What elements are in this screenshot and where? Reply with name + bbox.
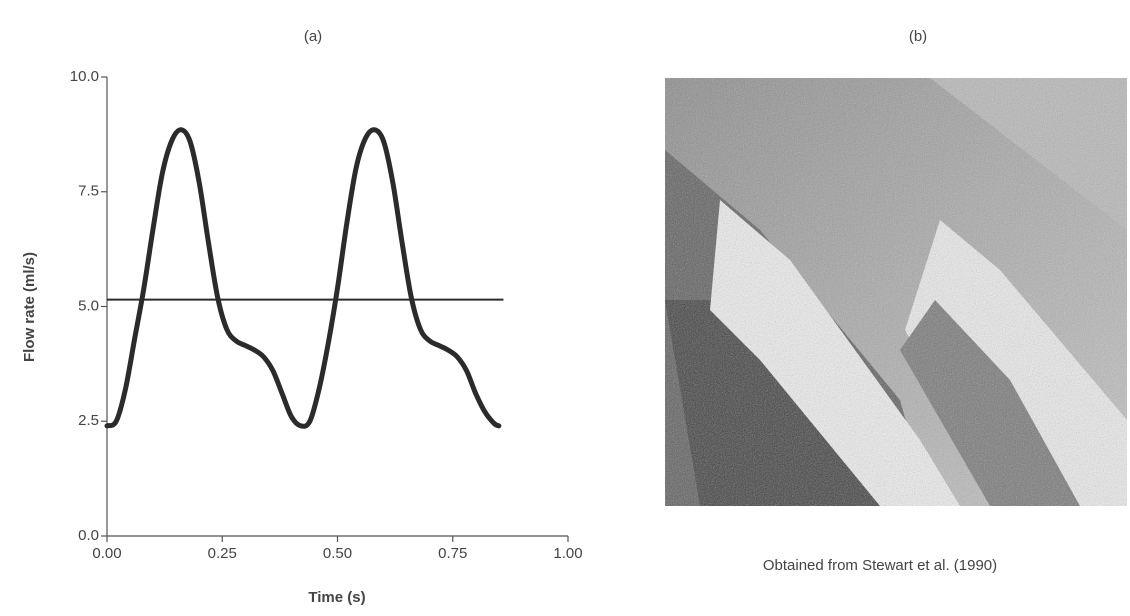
panel-b-caption: Obtained from Stewart et al. (1990) <box>763 557 997 574</box>
y-tick-label: 10.0 <box>70 68 99 85</box>
x-tick-label: 0.25 <box>208 545 237 562</box>
panel-b-title: (b) <box>909 28 927 45</box>
doppler-image <box>665 78 1127 506</box>
y-tick-label: 5.0 <box>78 297 99 314</box>
x-axis-label: Time (s) <box>308 589 365 606</box>
flow-line <box>104 127 502 429</box>
y-tick-label: 7.5 <box>78 183 99 200</box>
y-tick-label: 2.5 <box>78 412 99 429</box>
y-tick-label: 0.0 <box>78 527 99 544</box>
x-tick-label: 0.50 <box>323 545 352 562</box>
x-tick-label: 0.75 <box>438 545 467 562</box>
x-tick-label: 0.00 <box>92 545 121 562</box>
panel-a-title: (a) <box>304 28 322 45</box>
y-axis-label: Flow rate (ml/s) <box>21 252 38 362</box>
x-tick-label: 1.00 <box>553 545 582 562</box>
